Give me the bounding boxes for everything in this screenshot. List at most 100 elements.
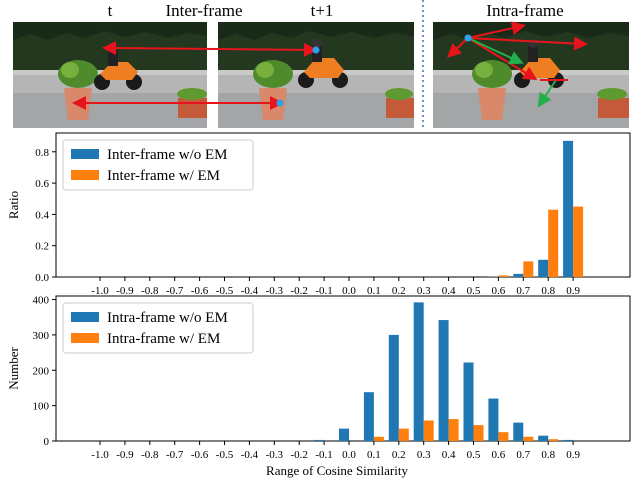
- x-tick-label: -0.7: [166, 285, 184, 297]
- x-tick-label: 0.6: [492, 285, 506, 297]
- bar-blue: [563, 140, 574, 277]
- y-tick-label: 100: [33, 401, 50, 413]
- inter-frame-arrows: [72, 41, 320, 110]
- x-tick-label: -0.8: [141, 285, 159, 297]
- bar-blue: [463, 362, 474, 441]
- x-tick-label: 0.2: [392, 449, 406, 461]
- label-intra-frame: Intra-frame: [486, 1, 563, 20]
- y-tick-label: 0.4: [35, 209, 49, 221]
- bar-blue: [413, 302, 424, 441]
- x-tick-label: 0.4: [442, 449, 456, 461]
- y-tick-label: 0.6: [35, 178, 49, 190]
- x-tick-label: 0.0: [342, 449, 356, 461]
- legend-box: [62, 139, 254, 191]
- x-tick-label: -0.4: [241, 285, 259, 297]
- bar-orange: [473, 425, 484, 441]
- y-tick-label: 200: [33, 365, 50, 377]
- y-axis-label: Number: [6, 347, 21, 390]
- legend-swatch: [71, 170, 99, 180]
- x-tick-label: 0.7: [516, 285, 530, 297]
- bar-blue: [388, 334, 399, 441]
- y-tick-label: 0.2: [35, 241, 49, 253]
- bar-orange: [423, 420, 434, 441]
- x-tick-label: -0.2: [290, 449, 307, 461]
- legend-entry: Inter-frame w/ EM: [107, 168, 220, 184]
- bar-blue: [513, 422, 524, 441]
- x-tick-label: 0.3: [417, 449, 431, 461]
- x-tick-label: -0.2: [290, 285, 307, 297]
- y-tick-label: 0.0: [35, 272, 49, 284]
- photo-frame-t1: [218, 22, 414, 128]
- x-tick-label: 0.5: [467, 449, 481, 461]
- x-axis-label: Range of Cosine Similarity: [266, 463, 408, 478]
- x-tick-label: 0.5: [467, 285, 481, 297]
- y-tick-label: 300: [33, 330, 50, 342]
- x-tick-label: 0.9: [566, 449, 580, 461]
- legend-swatch: [71, 312, 99, 322]
- x-tick-label: -0.5: [216, 449, 234, 461]
- y-axis-label: Ratio: [6, 191, 21, 219]
- x-tick-label: -0.5: [216, 285, 234, 297]
- x-tick-label: -0.9: [116, 285, 134, 297]
- x-tick-label: 0.9: [566, 285, 580, 297]
- bar-blue: [363, 392, 374, 441]
- bar-blue: [438, 320, 449, 441]
- legend-box: [62, 302, 254, 354]
- label-frame-t: t: [108, 1, 113, 20]
- query-point-marker: [312, 46, 320, 54]
- x-tick-label: -0.6: [191, 285, 209, 297]
- bar-orange: [498, 432, 509, 441]
- photo-intra-frame: [433, 22, 629, 128]
- bar-blue: [538, 259, 549, 277]
- x-tick-label: -0.7: [166, 449, 184, 461]
- x-tick-label: 0.0: [342, 285, 356, 297]
- bar-orange: [523, 436, 534, 441]
- y-tick-label: 0.8: [35, 147, 49, 159]
- x-tick-label: 0.7: [516, 449, 530, 461]
- legend-swatch: [71, 333, 99, 343]
- legend-entry: Intra-frame w/ EM: [107, 331, 220, 347]
- x-tick-label: -1.0: [91, 449, 109, 461]
- bar-blue: [488, 398, 499, 441]
- x-tick-label: -0.3: [266, 449, 284, 461]
- x-tick-label: -0.9: [116, 449, 134, 461]
- bar-blue: [513, 273, 524, 277]
- bar-orange: [523, 261, 534, 277]
- x-tick-label: 0.3: [417, 285, 431, 297]
- bar-orange: [498, 275, 509, 277]
- bar-orange: [398, 428, 409, 441]
- label-frame-t1: t+1: [311, 1, 334, 20]
- x-tick-label: -0.3: [266, 285, 284, 297]
- bar-blue: [314, 439, 325, 441]
- y-tick-label: 0: [44, 436, 50, 448]
- query-point-marker: [464, 34, 472, 42]
- legend-entry: Intra-frame w/o EM: [107, 310, 228, 326]
- x-tick-label: -0.1: [315, 285, 332, 297]
- y-tick-label: 400: [33, 295, 50, 307]
- bar-orange: [373, 436, 384, 441]
- query-point-marker: [276, 99, 284, 107]
- x-tick-label: 0.1: [367, 285, 381, 297]
- legend-swatch: [71, 149, 99, 159]
- photo-frame-t: [13, 22, 207, 128]
- x-tick-label: 0.8: [541, 449, 555, 461]
- x-tick-label: -0.4: [241, 449, 259, 461]
- bar-orange: [548, 209, 559, 277]
- x-tick-label: -0.8: [141, 449, 159, 461]
- legend: Intra-frame w/o EM Intra-frame w/ EM: [62, 302, 254, 354]
- intra-frame-arrows: [447, 21, 588, 108]
- bar-orange: [573, 206, 584, 277]
- legend-entry: Inter-frame w/o EM: [107, 147, 227, 163]
- x-tick-label: -0.6: [191, 449, 209, 461]
- bar-blue: [563, 439, 574, 441]
- x-tick-label: 0.2: [392, 285, 406, 297]
- plot-frame: [55, 132, 631, 278]
- x-tick-label: -1.0: [91, 285, 109, 297]
- bar-blue: [538, 435, 549, 441]
- x-tick-label: 0.8: [541, 285, 555, 297]
- x-tick-label: 0.4: [442, 285, 456, 297]
- x-tick-label: 0.1: [367, 449, 381, 461]
- x-tick-label: -0.1: [315, 449, 332, 461]
